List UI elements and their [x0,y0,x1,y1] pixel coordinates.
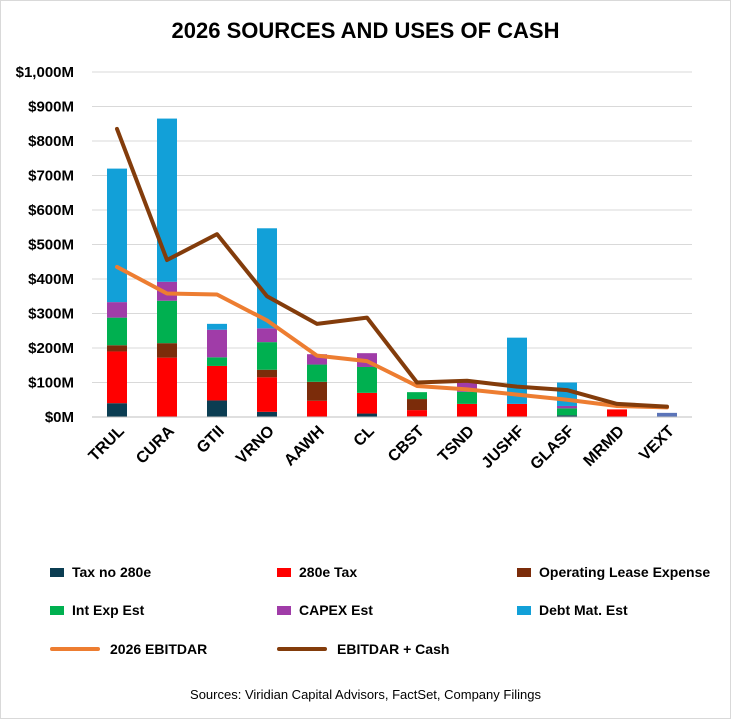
y-tick-label: $900M [28,99,74,116]
bar-segment [107,168,127,303]
bar-segment [607,409,627,417]
bar-segment [407,392,427,400]
legend-item-operating-lease-expense: Operating Lease Expense [517,564,710,580]
bar-segment [207,323,227,330]
bar-segment [257,228,277,329]
bar-segment [307,354,327,365]
bar-segment [107,302,127,318]
series-line [115,126,669,409]
bar-segment [457,382,477,392]
y-tick-label: $200M [28,340,74,357]
legend-item-280e-tax: 280e Tax [277,564,357,580]
legend-item-capex-est: CAPEX Est [277,602,373,618]
bar-segment [207,329,227,358]
series-line [115,264,669,410]
legend-item-int-exp-est: Int Exp Est [50,602,144,618]
y-tick-label: $800M [28,133,74,150]
bar-segment [157,343,177,358]
bar-segment [257,342,277,370]
legend-label: 2026 EBITDAR [110,641,208,657]
bar-segment [157,118,177,282]
bar-segment [207,357,227,366]
y-tick-label: $600M [28,202,74,219]
legend-swatch [277,605,291,615]
legend-item-debt-mat-est: Debt Mat. Est [517,602,628,618]
legend-item-tax-no-280e: Tax no 280e [50,564,151,580]
legend-label: Operating Lease Expense [539,564,711,580]
x-tick-label: GTII [194,423,228,457]
bar-segment [157,357,177,417]
bar-segment [407,410,427,417]
bar-segment [557,405,577,409]
y-tick-label: $100M [28,375,74,392]
legend-label: 280e Tax [299,564,358,580]
x-tick-label: TSND [435,423,478,466]
legend-item-ebitdar-plus-cash: EBITDAR + Cash [277,641,449,657]
y-tick-label: $0M [45,409,74,426]
legend-swatch [277,567,291,577]
bar-segment [257,377,277,412]
bar-segment [507,403,527,417]
chart-title: 2026 SOURCES AND USES OF CASH [171,18,560,43]
x-tick-label: AAWH [281,423,328,470]
y-tick-label: $300M [28,306,74,323]
bar-segment [107,345,127,352]
bar-segment [557,408,577,416]
bar-segment [157,300,177,344]
legend-item-2026-ebitdar: 2026 EBITDAR [50,641,207,657]
legend-swatch [517,605,531,615]
x-tick-label: VEXT [636,423,678,465]
bar-segment [357,413,377,417]
bar-segment [407,399,427,411]
x-tick-label: CBST [385,423,428,466]
bar-segment [257,411,277,417]
legend-line-swatch [50,647,100,651]
legend-swatch [517,567,531,577]
bar-segment [457,391,477,404]
legend-label: CAPEX Est [299,602,373,618]
x-tick-label: GLASF [527,423,578,474]
x-tick-label: CURA [133,422,178,467]
chart-legend: Tax no 280e 280e Tax Operating Lease Exp… [0,560,731,670]
bar-segment [307,364,327,382]
bar-segment [107,351,127,404]
bar-segment [257,369,277,378]
bar-segment [657,412,677,417]
x-tick-label: JUSHF [479,423,528,472]
legend-label: Debt Mat. Est [539,602,628,618]
source-note: Sources: Viridian Capital Advisors, Fact… [190,687,541,702]
legend-swatch [50,605,64,615]
bar-segment [307,381,327,401]
y-tick-label: $500M [28,237,74,254]
bar-segment [357,392,377,414]
x-tick-label: TRUL [86,423,128,465]
legend-label: Int Exp Est [72,602,145,618]
bar-segment [307,400,327,417]
bar-segment [557,415,577,417]
y-tick-label: $700M [28,168,74,185]
legend-label: EBITDAR + Cash [337,641,450,657]
legend-label: Tax no 280e [72,564,152,580]
legend-swatch [50,567,64,577]
bar-segment [457,403,477,417]
bar-segment [357,366,377,393]
bar-segment [107,403,127,417]
bar-segment [107,317,127,346]
y-tick-label: $400M [28,271,74,288]
x-tick-label: VRNO [233,423,278,468]
x-tick-label: MRMD [581,423,628,470]
y-tick-label: $1,000M [16,64,74,81]
bar-segment [207,400,227,417]
x-tick-label: CL [351,423,378,450]
bar-segment [207,365,227,401]
chart-plot: $0M $100M $200M $300M $400M $500M $600M $700M $8… [16,64,692,474]
legend-line-swatch [277,647,327,651]
bar-segment [257,328,277,343]
